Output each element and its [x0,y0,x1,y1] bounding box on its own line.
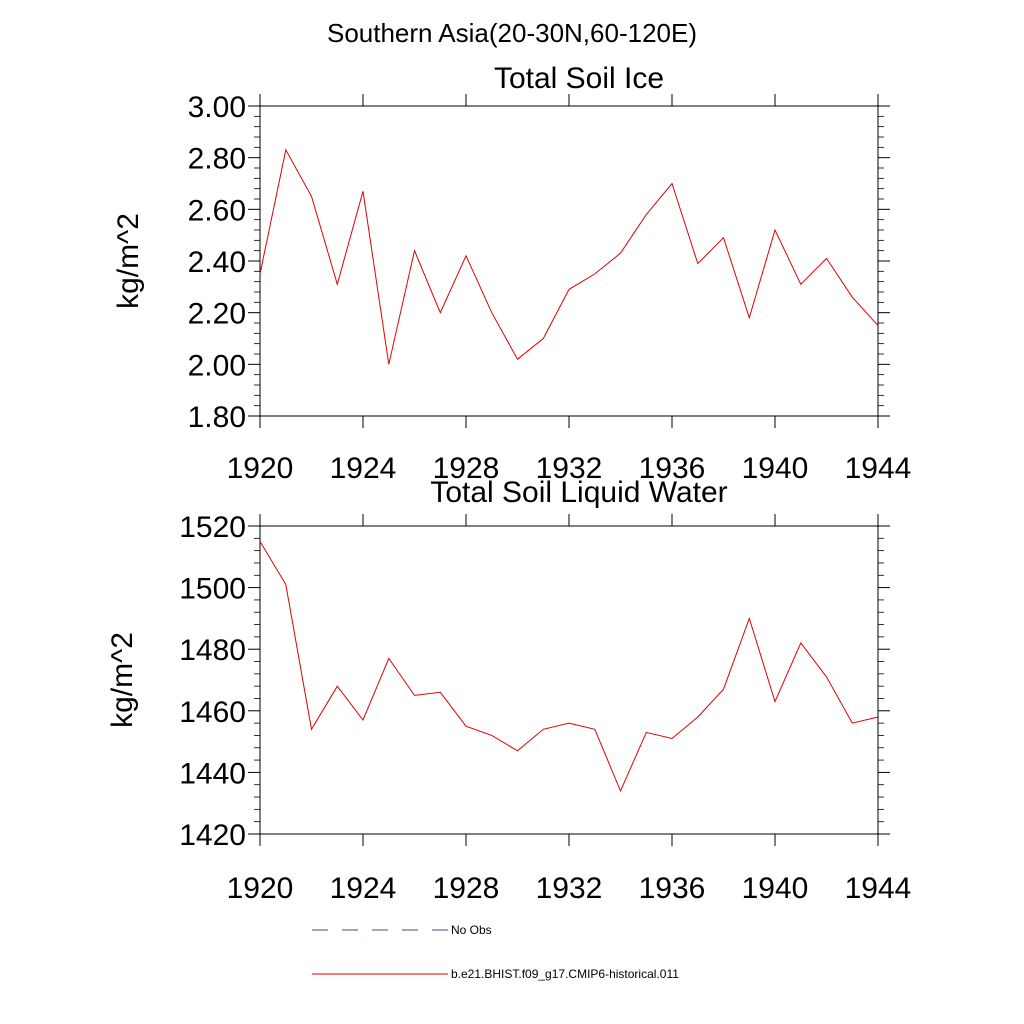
y-tick-label: 2.20 [188,298,246,331]
legend-obs-label: No Obs [451,923,492,937]
x-tick-label: 1940 [742,452,809,485]
chart-title: Total Soil Liquid Water [430,476,727,509]
y-tick-label: 1420 [179,819,246,852]
x-tick-label: 1932 [536,872,603,905]
series-line [259,148,879,365]
x-tick-label: 1944 [845,872,912,905]
x-tick-label: 1944 [845,452,912,485]
chart-title: Total Soil Ice [494,62,664,95]
y-tick-label: 1.80 [188,401,246,434]
x-tick-label: 1932 [536,452,603,485]
y-axis-label: kg/m^2 [106,632,139,728]
series-line [259,541,879,793]
plot-frame [259,105,879,417]
x-tick-label: 1936 [639,452,706,485]
panel-total-soil-liquid-water: Total Soil Liquid Water kg/m^2 1420 1440 146… [106,476,911,905]
y-tick-label: 1520 [179,511,246,544]
y-tick-label: 1460 [179,696,246,729]
y-axis-label: kg/m^2 [112,213,145,309]
x-tick-label: 1924 [330,452,397,485]
y-tick-label: 2.80 [188,143,246,176]
y-tick-label: 1480 [179,634,246,667]
x-tick-label: 1936 [639,872,706,905]
x-tick-label: 1924 [330,872,397,905]
x-tick-label: 1928 [433,452,500,485]
plot-frame [259,525,879,835]
y-tick-label: 3.00 [188,91,246,124]
y-tick-label: 1440 [179,757,246,790]
y-tick-label: 2.40 [188,246,246,279]
x-tick-label: 1928 [433,872,500,905]
legend: No Obs b.e21.BHIST.f09_g17.CMIP6-histori… [312,923,679,981]
y-tick-label: 2.60 [188,194,246,227]
y-tick-label: 2.00 [188,349,246,382]
x-tick-label: 1920 [227,872,294,905]
panel-total-soil-ice: Total Soil Ice kg/m^2 1.80 2.00 2.20 2.40 2.60… [112,62,911,485]
legend-model-label: b.e21.BHIST.f09_g17.CMIP6-historical.011 [451,967,679,981]
y-tick-label: 1500 [179,573,246,606]
x-tick-label: 1940 [742,872,809,905]
page-title: Southern Asia(20-30N,60-120E) [327,18,697,48]
x-tick-label: 1920 [227,452,294,485]
